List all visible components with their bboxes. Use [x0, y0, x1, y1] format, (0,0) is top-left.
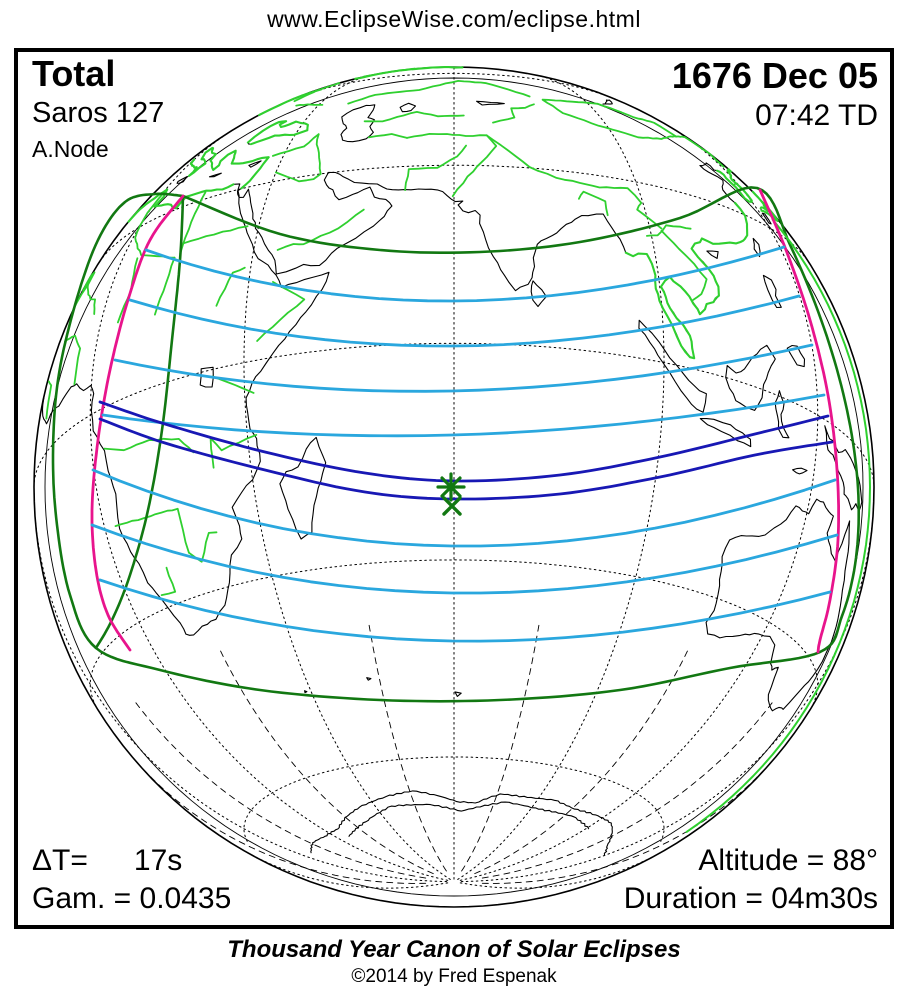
- map-frame-border: [14, 48, 894, 929]
- delta-t-label: ΔT=: [32, 844, 88, 877]
- node-label: A.Node: [32, 135, 109, 162]
- canon-title: Thousand Year Canon of Solar Eclipses: [227, 936, 681, 963]
- website-url: www.EclipseWise.com/eclipse.html: [267, 6, 641, 32]
- duration-value: Duration = 04m30s: [623, 882, 878, 916]
- saros-label: Saros 127: [32, 97, 165, 130]
- delta-t-row: ΔT= 17s: [32, 842, 231, 880]
- copyright-line: ©2014 by Fred Espenak: [351, 966, 557, 987]
- eclipse-date: 1676 Dec 05: [671, 55, 878, 96]
- delta-t-value: 17s: [133, 844, 183, 877]
- eclipse-type-label: Total: [32, 53, 116, 94]
- eclipse-time: 07:42 TD: [755, 98, 878, 132]
- gamma-value: Gam. = 0.0435: [32, 882, 232, 916]
- eclipse-info-top-left: Total Saros 127 A.Node: [32, 53, 165, 166]
- eclipse-info-top-right: 1676 Dec 05 07:42 TD: [672, 56, 878, 135]
- eclipse-info-bottom-left: ΔT= 17s Gam. = 0.0435: [32, 842, 231, 919]
- eclipse-info-bottom-right: Altitude = 88° Duration = 04m30s: [624, 842, 878, 919]
- altitude-value: Altitude = 88°: [698, 844, 878, 877]
